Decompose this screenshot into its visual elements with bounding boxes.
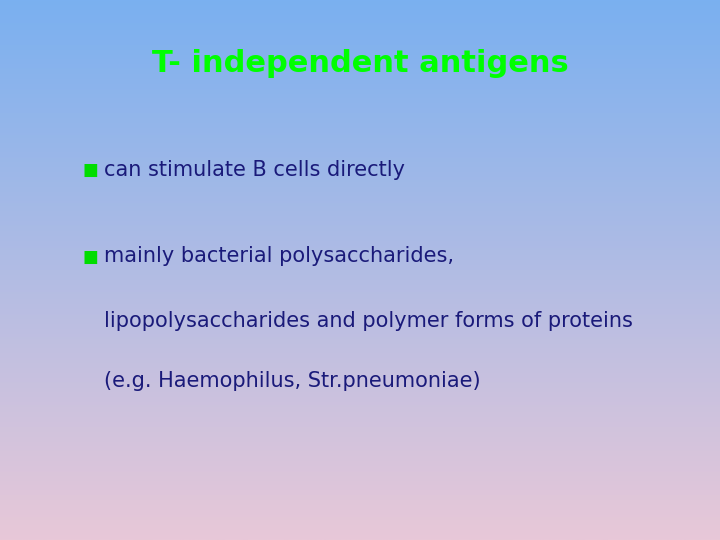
Text: mainly bacterial polysaccharides,: mainly bacterial polysaccharides, bbox=[104, 246, 454, 267]
Text: ■: ■ bbox=[83, 161, 99, 179]
Text: T- independent antigens: T- independent antigens bbox=[152, 49, 568, 78]
Text: ■: ■ bbox=[83, 247, 99, 266]
Text: lipopolysaccharides and polymer forms of proteins: lipopolysaccharides and polymer forms of… bbox=[104, 311, 634, 332]
Text: (e.g. Haemophilus, Str.pneumoniae): (e.g. Haemophilus, Str.pneumoniae) bbox=[104, 370, 481, 391]
Text: can stimulate B cells directly: can stimulate B cells directly bbox=[104, 160, 405, 180]
